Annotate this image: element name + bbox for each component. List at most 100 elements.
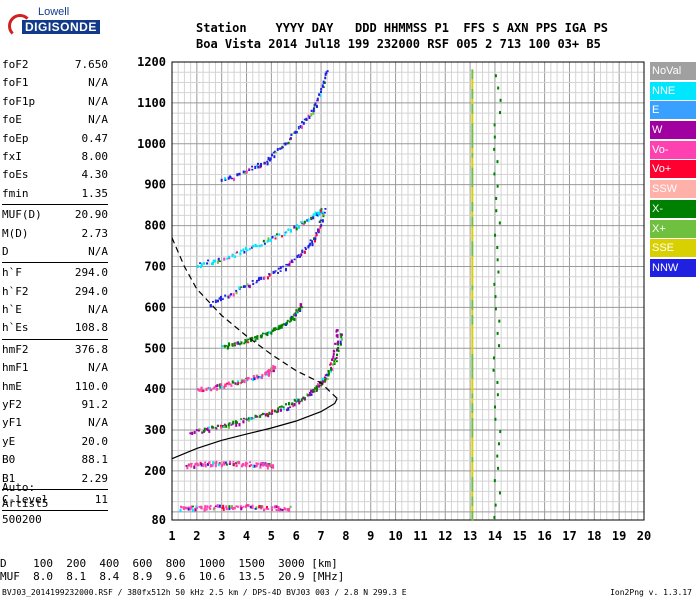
trace-point [311,243,314,247]
trace-point [283,507,286,511]
trace-point [207,386,210,389]
trace-point [284,142,287,146]
artist-code: 500200 [2,513,42,526]
trace-point [190,506,193,509]
interference-point [471,319,474,325]
trace-point [310,393,313,396]
interference-point [471,437,474,443]
trace-point [281,265,284,268]
trace-point [197,464,200,467]
trace-point [227,381,230,385]
interference-point [471,226,474,232]
trace-point [200,506,203,510]
trace-point [311,390,314,393]
interference-point [471,295,474,301]
trace-point [316,99,319,102]
autoscaling-info: Auto: Artist5 500200 [2,480,48,528]
trace-point [261,373,264,377]
hdr-val-iga: 03+ [557,37,580,51]
trace-point [208,426,211,429]
trace-point [310,389,313,393]
param-name: yF2 [2,398,22,412]
trace-point [259,465,262,469]
trace-point [246,504,249,507]
interference-point [471,231,474,237]
trace-point [340,333,343,336]
param-row-fxi: fxI 8.00 [2,148,108,166]
trace-point [310,113,313,117]
trace-point [273,410,276,412]
trace-point [242,417,245,420]
trace-es-2nd-hop [185,460,275,470]
trace-point [266,160,269,163]
trace-point [252,244,255,248]
trace-point [277,325,280,327]
hdr-val-ps: B5 [586,37,601,51]
interference-point [494,417,497,421]
trace-point [331,363,334,366]
trace-o-trace-f2-1-hop- [189,329,340,435]
footer-muf-label: MUF [0,570,20,583]
trace-point [224,178,227,181]
trace-point [227,295,230,299]
trace-point [189,432,192,435]
param-value: 20.0 [81,434,109,448]
trace-point [319,211,322,215]
trace-x-trace-f2-1-hop- [202,333,343,433]
x-tick-label: 9 [367,529,374,543]
param-separator [2,488,108,490]
chart-grid [171,61,645,521]
interference-point [497,86,500,90]
footer-d-values: 100 200 400 600 800 1000 1500 3000 [km] [33,557,338,570]
trace-point [235,505,238,507]
trace-point [277,508,280,512]
trace-point [324,76,327,80]
hdr-val-pps: 100 [528,37,551,51]
trace-point [245,339,248,343]
trace-point [247,417,250,420]
trace-point [263,161,266,165]
interference-point [471,515,474,521]
trace-point [285,267,288,272]
param-value: 8.00 [81,149,109,163]
trace-point [262,464,265,467]
trace-point [333,360,336,363]
trace-point [261,412,264,415]
trace-point [299,125,302,129]
interference-point [471,285,474,291]
interference-point [471,422,474,428]
trace-point [205,508,208,511]
artist-version: Artist5 [2,497,49,510]
trace-point [301,222,304,225]
interference-point [471,79,474,85]
trace-point [252,464,255,468]
trace-point [329,362,332,366]
trace-point [198,506,201,508]
trace-point [226,346,229,350]
trace-point [236,173,239,177]
trace-point [237,382,240,384]
trace-point [247,341,250,344]
trace-point [214,299,217,304]
param-value: 294.0 [74,284,108,298]
trace-point [255,281,258,284]
trace-point [320,209,323,213]
trace-point [220,463,223,467]
interference-point [471,270,474,276]
trace-point [312,213,315,217]
trace-point [198,389,201,392]
interference-point [471,192,474,198]
trace-point [209,304,212,308]
trace-point [295,227,298,231]
trace-point [246,283,249,286]
x-tick-label: 12 [438,529,452,543]
param-row-hme: hmE 110.0 [2,378,108,396]
interference-point [496,160,499,164]
interference-point [471,349,474,355]
trace-point [236,461,239,464]
trace-point [229,383,232,385]
trace-point [199,461,202,466]
trace-point [323,81,326,84]
hdr-val-p1: RSF [427,37,449,51]
version-info: Ion2Png v. 1.3.17 [610,588,692,597]
